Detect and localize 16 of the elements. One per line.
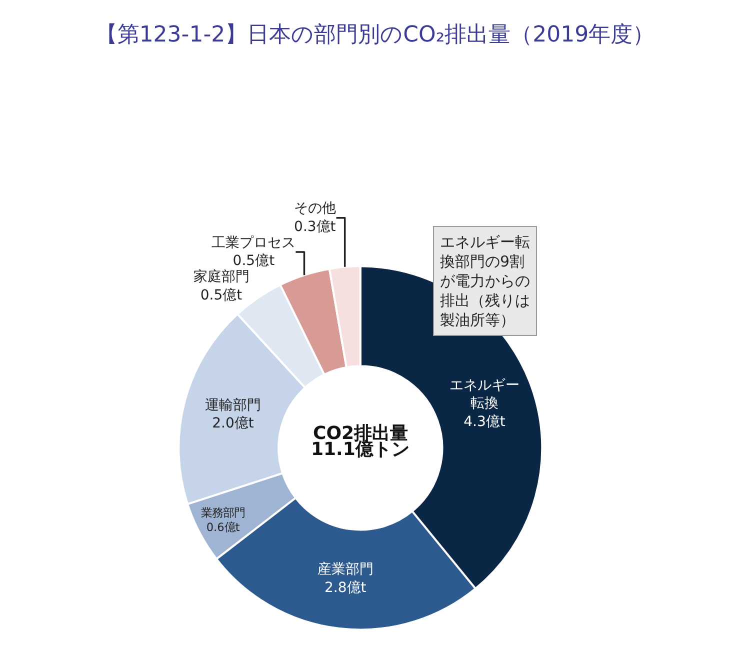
chart-title: 【第123-1-2】日本の部門別のCO₂排出量（2019年度） — [95, 22, 655, 48]
data-label: 0.6億t — [206, 520, 240, 534]
slice-label: 産業部門 — [317, 562, 374, 578]
slice-label: 家庭部門 — [193, 269, 250, 286]
slice-label: 運輸部門 — [204, 397, 261, 414]
data-label: 0.5億t — [200, 287, 243, 304]
data-label: 2.8億t — [324, 580, 367, 596]
slice-label: 工業プロセス — [212, 234, 296, 251]
data-label: 0.3億t — [294, 218, 336, 235]
slice-label: その他 — [294, 200, 336, 217]
slice-label: エネルギー転換 — [450, 377, 520, 412]
data-label: 2.0億t — [212, 416, 254, 432]
slice-label: 業務部門 — [201, 506, 246, 520]
data-label: 4.3億t — [464, 414, 506, 430]
data-label: 0.5億t — [232, 253, 276, 270]
text: エネルギー転換部門の9割が電力からの排出（残りは製油所等） — [440, 233, 530, 329]
